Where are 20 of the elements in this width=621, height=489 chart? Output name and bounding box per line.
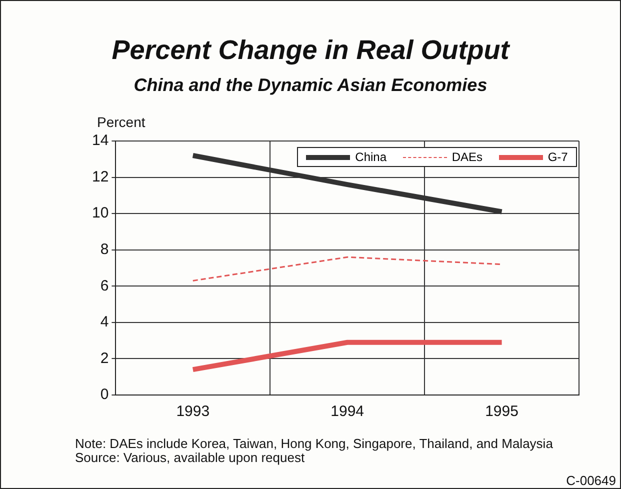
y-tick-label: 6 [100, 277, 109, 294]
chart-subtitle: China and the Dynamic Asian Economies [132, 75, 488, 96]
chart-title: Percent Change in Real Output [110, 35, 511, 66]
legend-label: G-7 [548, 150, 568, 164]
x-tick-label: 1995 [485, 403, 518, 420]
x-tick-label: 1993 [176, 403, 210, 420]
y-tick-label: 8 [100, 241, 109, 258]
y-axis-title: Percent [97, 114, 146, 130]
legend-label: China [355, 150, 387, 164]
text: C-00649 [566, 473, 616, 488]
legend-label: DAEs [452, 150, 483, 164]
y-tick-label: 10 [92, 204, 109, 222]
source-note: Source: Various, available upon request [75, 450, 305, 465]
y-tick-label: 2 [100, 350, 109, 367]
y-tick-label: 0 [100, 386, 109, 404]
text: Note: DAEs include Korea, Taiwan, Hong Kong, Singapore, Thailand, and Malaysia [75, 436, 554, 451]
y-tick-label: 12 [92, 168, 109, 186]
x-tick-label: 1994 [330, 403, 364, 420]
y-tick-label: 4 [100, 314, 109, 331]
y-tick-label: 14 [92, 132, 109, 150]
